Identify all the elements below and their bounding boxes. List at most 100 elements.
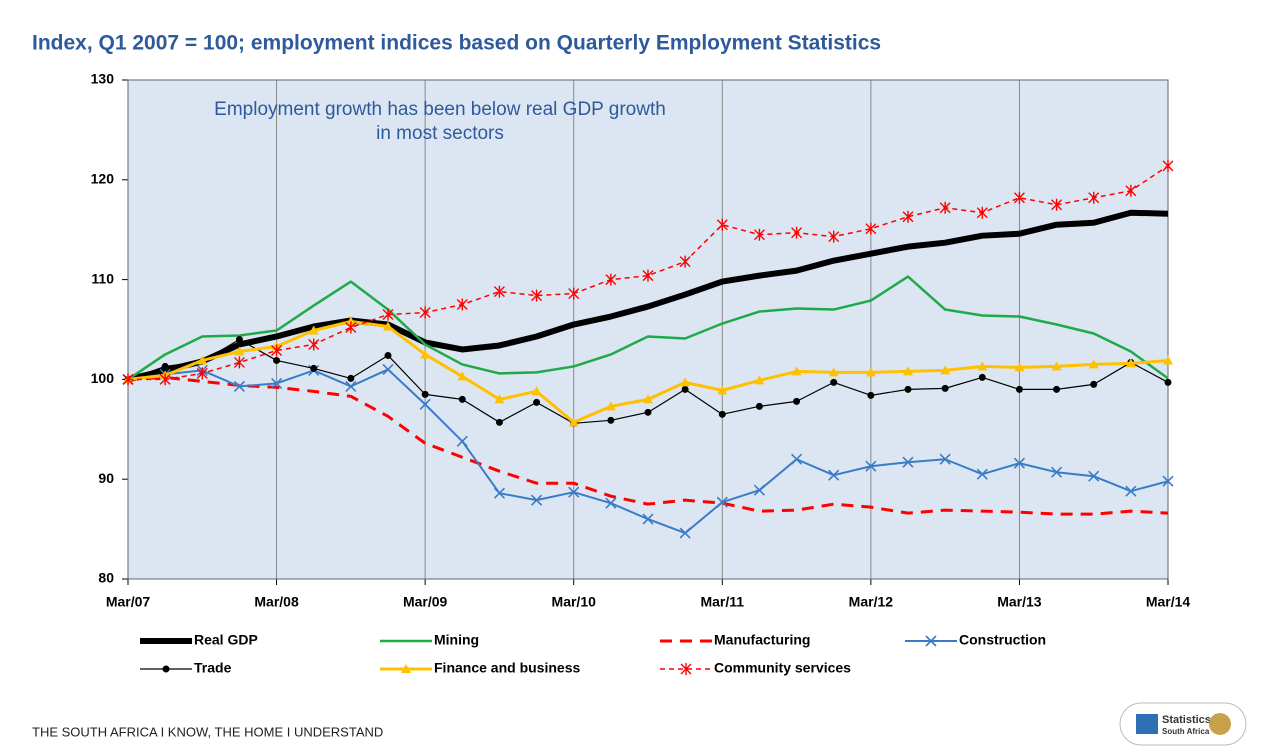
logo-frame bbox=[1119, 702, 1247, 746]
marker bbox=[605, 273, 617, 286]
marker bbox=[419, 398, 431, 410]
marker bbox=[718, 410, 726, 418]
marker bbox=[197, 355, 208, 365]
marker bbox=[716, 496, 728, 508]
marker bbox=[347, 374, 355, 382]
marker bbox=[122, 373, 134, 386]
marker bbox=[940, 365, 951, 375]
marker bbox=[196, 367, 208, 380]
series-line bbox=[127, 375, 1169, 516]
marker bbox=[717, 385, 728, 395]
marker bbox=[382, 308, 394, 321]
marker bbox=[1015, 385, 1023, 393]
marker bbox=[1053, 385, 1061, 393]
marker bbox=[643, 394, 653, 404]
plot: Mar/07 Mar/08 Mar/09 Mar/10 Mar/11 Mar/12 Mar/… bbox=[91, 71, 1191, 610]
legend-label: Mining bbox=[434, 632, 479, 648]
marker bbox=[235, 335, 243, 343]
marker bbox=[382, 363, 394, 375]
marker bbox=[680, 377, 691, 387]
marker bbox=[531, 386, 542, 396]
marker bbox=[1014, 362, 1025, 372]
marker bbox=[791, 366, 802, 376]
marker bbox=[308, 325, 319, 335]
marker bbox=[1088, 191, 1100, 204]
marker bbox=[1051, 466, 1063, 478]
legend-label: Community services bbox=[714, 660, 851, 676]
legend-label: Real GDP bbox=[194, 632, 258, 648]
legend-label: Trade bbox=[194, 660, 232, 676]
marker bbox=[494, 394, 505, 404]
marker bbox=[642, 269, 654, 282]
marker bbox=[345, 380, 357, 392]
marker bbox=[1051, 198, 1063, 211]
marker bbox=[830, 378, 838, 386]
marker bbox=[939, 453, 951, 465]
series-line bbox=[127, 209, 1169, 383]
y-tick-label: 90 bbox=[98, 470, 114, 486]
marker bbox=[753, 484, 765, 496]
marker bbox=[1162, 159, 1174, 172]
marker bbox=[941, 384, 949, 392]
marker bbox=[904, 385, 912, 393]
marker bbox=[605, 401, 616, 411]
marker bbox=[533, 398, 541, 406]
marker bbox=[865, 222, 877, 235]
legend-label: Construction bbox=[959, 632, 1046, 648]
marker bbox=[568, 486, 580, 498]
marker bbox=[642, 513, 654, 525]
x-tick-label: Mar/10 bbox=[552, 594, 597, 610]
y-tick-label: 120 bbox=[91, 171, 115, 187]
marker bbox=[902, 210, 914, 223]
marker bbox=[1013, 457, 1025, 469]
marker bbox=[271, 377, 283, 389]
marker bbox=[1013, 191, 1025, 204]
marker bbox=[458, 395, 466, 403]
legend-label: Manufacturing bbox=[714, 632, 810, 648]
marker bbox=[978, 373, 986, 381]
marker bbox=[1125, 358, 1136, 368]
marker bbox=[233, 356, 245, 369]
marker bbox=[233, 380, 245, 392]
logo-text: Statistics bbox=[1162, 714, 1211, 726]
marker bbox=[902, 456, 914, 468]
marker bbox=[865, 367, 876, 377]
marker bbox=[679, 255, 691, 268]
marker bbox=[495, 418, 503, 426]
x-tick-label: Mar/12 bbox=[849, 594, 894, 610]
marker bbox=[419, 306, 431, 319]
marker bbox=[1164, 378, 1172, 386]
logo-emblem bbox=[1209, 713, 1231, 735]
marker bbox=[977, 361, 988, 371]
x-tick-label: Mar/08 bbox=[254, 594, 299, 610]
marker bbox=[679, 527, 691, 539]
annotation: Employment growth has been below real GD… bbox=[214, 99, 666, 120]
logo-text: South Africa bbox=[1162, 727, 1210, 736]
marker bbox=[976, 206, 988, 219]
legend-label: Finance and business bbox=[434, 660, 580, 676]
marker bbox=[865, 460, 877, 472]
marker bbox=[828, 469, 840, 481]
marker bbox=[1163, 355, 1173, 365]
marker bbox=[456, 435, 468, 447]
footer-slogan: THE SOUTH AFRICA I KNOW, THE HOME I UNDE… bbox=[32, 724, 383, 739]
marker bbox=[793, 397, 801, 405]
marker bbox=[1090, 380, 1098, 388]
marker bbox=[531, 494, 543, 506]
marker bbox=[605, 497, 617, 509]
x-tick-label: Mar/11 bbox=[700, 594, 744, 610]
marker bbox=[234, 346, 245, 356]
marker bbox=[271, 344, 283, 357]
marker bbox=[310, 364, 318, 372]
marker bbox=[384, 351, 392, 359]
marker bbox=[531, 289, 543, 302]
marker bbox=[607, 416, 615, 424]
marker bbox=[755, 402, 763, 410]
marker bbox=[308, 338, 320, 351]
y-tick-label: 110 bbox=[91, 270, 114, 286]
series-line bbox=[127, 275, 1169, 381]
marker bbox=[976, 468, 988, 480]
marker bbox=[420, 349, 431, 359]
marker bbox=[1051, 361, 1062, 371]
marker bbox=[568, 417, 579, 427]
